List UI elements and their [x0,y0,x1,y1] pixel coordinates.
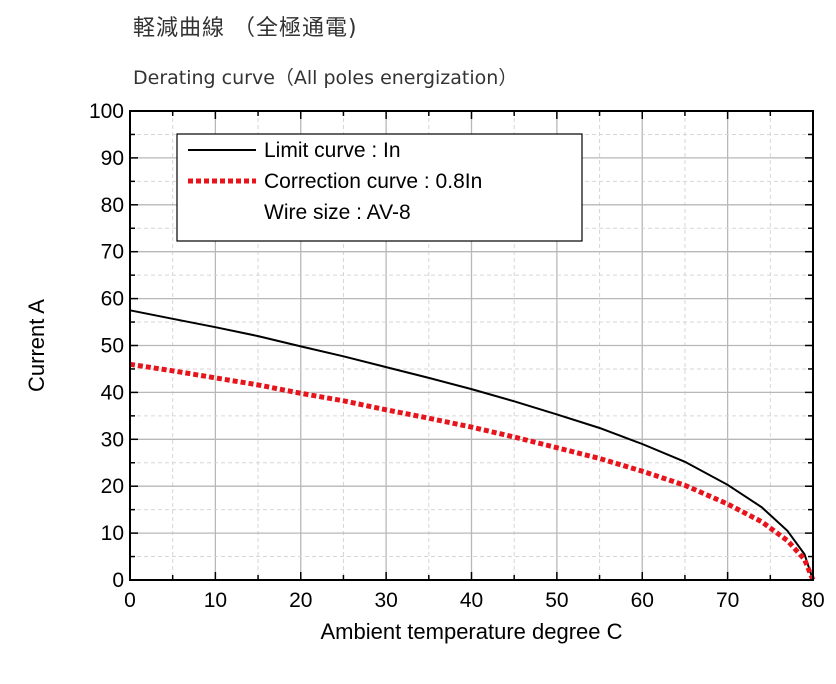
x-tick-label: 30 [374,589,397,612]
y-tick-label: 70 [101,241,124,264]
y-tick-label: 100 [89,100,124,123]
x-tick-label: 70 [716,589,739,612]
y-tick-label: 10 [101,522,124,545]
series-line-correction [129,361,816,581]
y-tick-label: 60 [101,288,124,311]
x-axis-label: Ambient temperature degree C [320,619,622,644]
x-tick-label: 40 [460,589,483,612]
legend: Limit curve : In Correction curve : 0.8I… [176,133,583,242]
axis-ticks [129,110,814,581]
series-line-limit [129,309,814,581]
y-tick-label: 0 [112,569,124,592]
x-tick-label: 80 [801,589,824,612]
x-tick-label: 50 [545,589,568,612]
chart-subtitle: Derating curve（All poles energization） [133,67,518,89]
y-tick-label: 50 [101,335,124,358]
y-tick-label: 30 [101,428,124,451]
y-tick-label: 20 [101,475,124,498]
legend-wire-size: Wire size : AV-8 [264,201,411,224]
x-tick-label: 10 [204,589,227,612]
tick-labels: 0 10 20 30 40 50 60 70 80 0 10 20 30 40 50 60 70 80 90 100 [89,100,825,612]
legend-label-limit: Limit curve : In [264,139,401,162]
chart-title: 軽減曲線 （全極通電) [133,16,358,41]
y-axis-label: Current A [24,299,49,392]
x-tick-label: 60 [631,589,654,612]
y-tick-label: 40 [101,381,124,404]
y-tick-label: 80 [101,194,124,217]
series-layer [129,309,816,581]
x-tick-label: 20 [289,589,312,612]
x-tick-label: 0 [124,589,136,612]
legend-box [176,133,583,242]
y-tick-label: 90 [101,147,124,170]
legend-label-correction: Correction curve : 0.8In [264,170,482,193]
